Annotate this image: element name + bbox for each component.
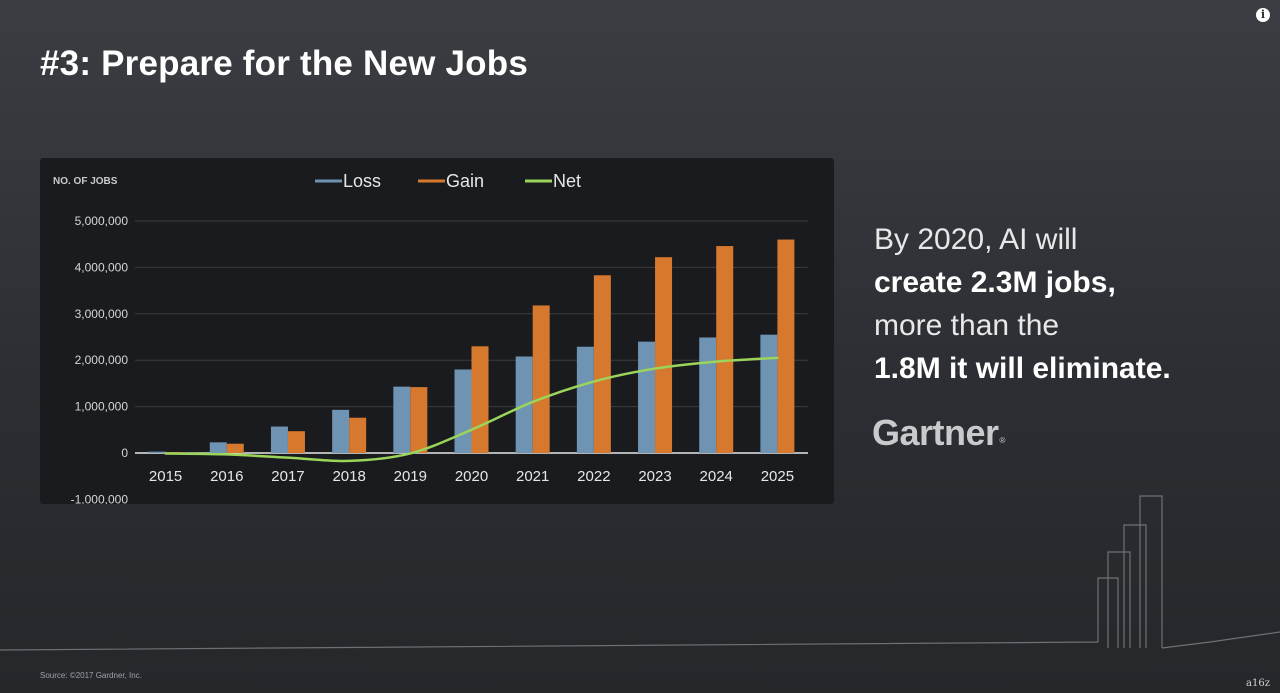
jobs-chart: NO. OF JOBS 5,000,000 4,000,000 3,000,000 2,… [53,171,808,504]
bar-gain-2023 [655,257,673,453]
bar-gain-2020 [471,346,489,453]
x-tick-label: 2025 [761,468,794,485]
watermark: a16z [1246,678,1270,689]
bar-gain-2024 [716,246,734,453]
bar-gain-2019 [410,387,428,453]
callout-text: By 2020, AI will create 2.3M jobs, more … [874,218,1254,390]
y-tick-label: 4,000,000 [75,260,129,274]
skyline-decoration [0,495,1280,651]
callout-line-3: more than the [874,309,1060,342]
bar-gain-2018 [349,417,367,453]
x-tick-label: 2020 [455,468,488,485]
legend-label-gain: Gain [446,171,484,191]
brand-name: Gartner [872,412,999,453]
y-tick-label: 1,000,000 [75,400,129,414]
y-tick-label: 2,000,000 [75,353,129,367]
info-icon[interactable]: i [1256,8,1270,22]
bar-gain-2021 [532,305,550,453]
legend-label-loss: Loss [343,171,381,191]
slide-title: #3: Prepare for the New Jobs [40,44,528,83]
bar-loss-2023 [638,341,656,453]
y-tick-label: 3,000,000 [75,307,129,321]
y-axis-label: NO. OF JOBS [53,176,118,187]
chart-panel: NO. OF JOBS 5,000,000 4,000,000 3,000,000 2,… [40,158,834,504]
bar-loss-2022 [576,346,594,453]
bar-loss-2015 [148,451,166,453]
bar-loss-2024 [699,337,717,453]
x-tick-label: 2016 [210,468,243,485]
net-line [164,356,779,463]
legend-label-net: Net [553,171,581,191]
bar-gain-2022 [593,275,611,453]
bar-loss-2020 [454,369,472,453]
bar-gain-2016 [226,443,244,453]
callout-line-1: By 2020, AI will [874,223,1078,256]
x-tick-label: 2021 [516,468,549,485]
x-tick-label: 2017 [271,468,304,485]
brand-mark: ® [999,436,1006,445]
x-tick-label: 2024 [700,468,733,485]
x-tick-label: 2023 [638,468,671,485]
y-tick-label: -1,000,000 [71,492,129,504]
source-note: Source: ©2017 Gardner, Inc. [40,671,142,680]
bar-loss-2017 [270,426,288,453]
x-tick-label: 2018 [332,468,365,485]
x-tick-label: 2022 [577,468,610,485]
bar-loss-2019 [393,386,411,453]
y-tick-label: 0 [121,446,128,460]
bar-loss-2025 [760,334,778,453]
callout-line-2: create 2.3M jobs, [874,266,1116,299]
bar-gain-2017 [287,431,305,453]
bar-gain-2025 [777,239,795,453]
x-tick-label: 2019 [394,468,427,485]
bar-loss-2018 [332,409,350,453]
y-tick-label: 5,000,000 [75,214,129,228]
bar-loss-2016 [209,442,227,453]
gartner-logo: Gartner® [872,412,1005,454]
x-tick-label: 2015 [149,468,182,485]
callout-line-4: 1.8M it will eliminate. [874,352,1171,385]
